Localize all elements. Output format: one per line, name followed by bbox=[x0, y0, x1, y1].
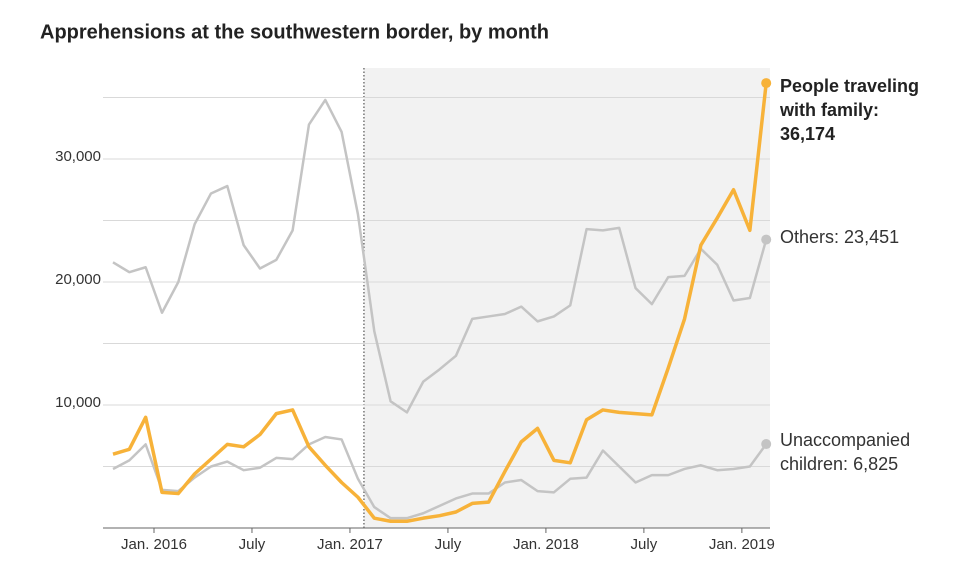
end-label: 23,451 bbox=[844, 227, 900, 247]
annotation: People traveling with family: 36,174 bbox=[780, 74, 950, 146]
series-line bbox=[112, 435, 768, 520]
x-tick-label: Jan. 2017 bbox=[317, 536, 383, 553]
end-point bbox=[761, 439, 772, 450]
x-tick-label: Jan. 2019 bbox=[709, 536, 775, 553]
end-label: 6,825 bbox=[853, 454, 899, 474]
x-tick-label: July bbox=[435, 536, 462, 553]
series-name: Others: bbox=[780, 227, 840, 247]
annotation: Unaccompanied children: 6,825 bbox=[780, 428, 930, 476]
end-point bbox=[761, 234, 772, 245]
x-tick-label: July bbox=[631, 536, 658, 553]
shaded-period bbox=[363, 68, 770, 528]
x-tick-label: Jan. 2016 bbox=[121, 536, 187, 553]
y-tick-label: 30,000 bbox=[55, 148, 101, 165]
end-point bbox=[761, 78, 772, 89]
series-line bbox=[112, 98, 768, 414]
x-tick-label: July bbox=[239, 536, 266, 553]
annotation: Others: 23,451 bbox=[780, 225, 955, 249]
series-name: Unaccompanied children: bbox=[780, 430, 911, 474]
x-tick-label: Jan. 2018 bbox=[513, 536, 579, 553]
y-tick-label: 10,000 bbox=[55, 394, 101, 411]
chart-title: Apprehensions at the southwestern border… bbox=[40, 21, 549, 43]
series-name: People traveling with family: bbox=[780, 76, 920, 120]
y-tick-label: 20,000 bbox=[55, 271, 101, 288]
series-line bbox=[112, 82, 768, 523]
end-label: 36,174 bbox=[780, 124, 836, 144]
